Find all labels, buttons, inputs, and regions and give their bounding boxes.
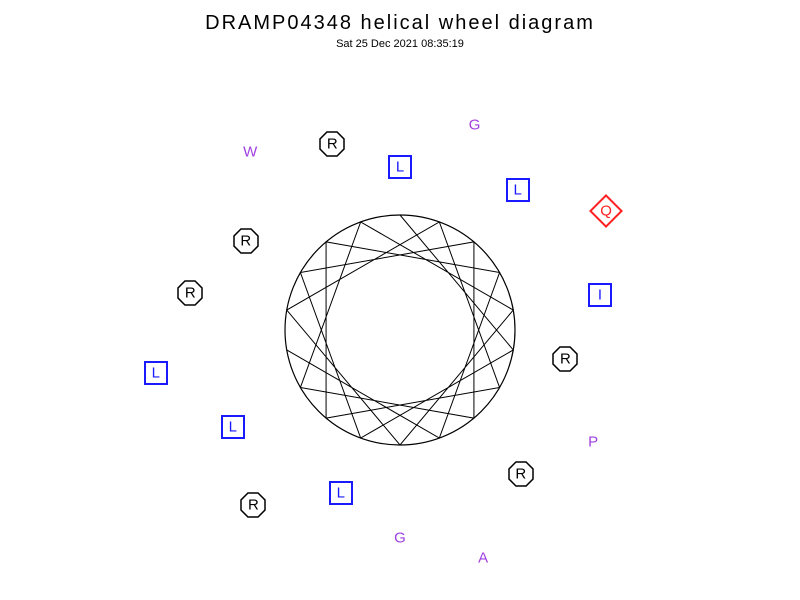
wheel-circle: [285, 215, 515, 445]
helical-wheel-svg: [0, 0, 800, 600]
wheel-polyline: [287, 215, 514, 445]
